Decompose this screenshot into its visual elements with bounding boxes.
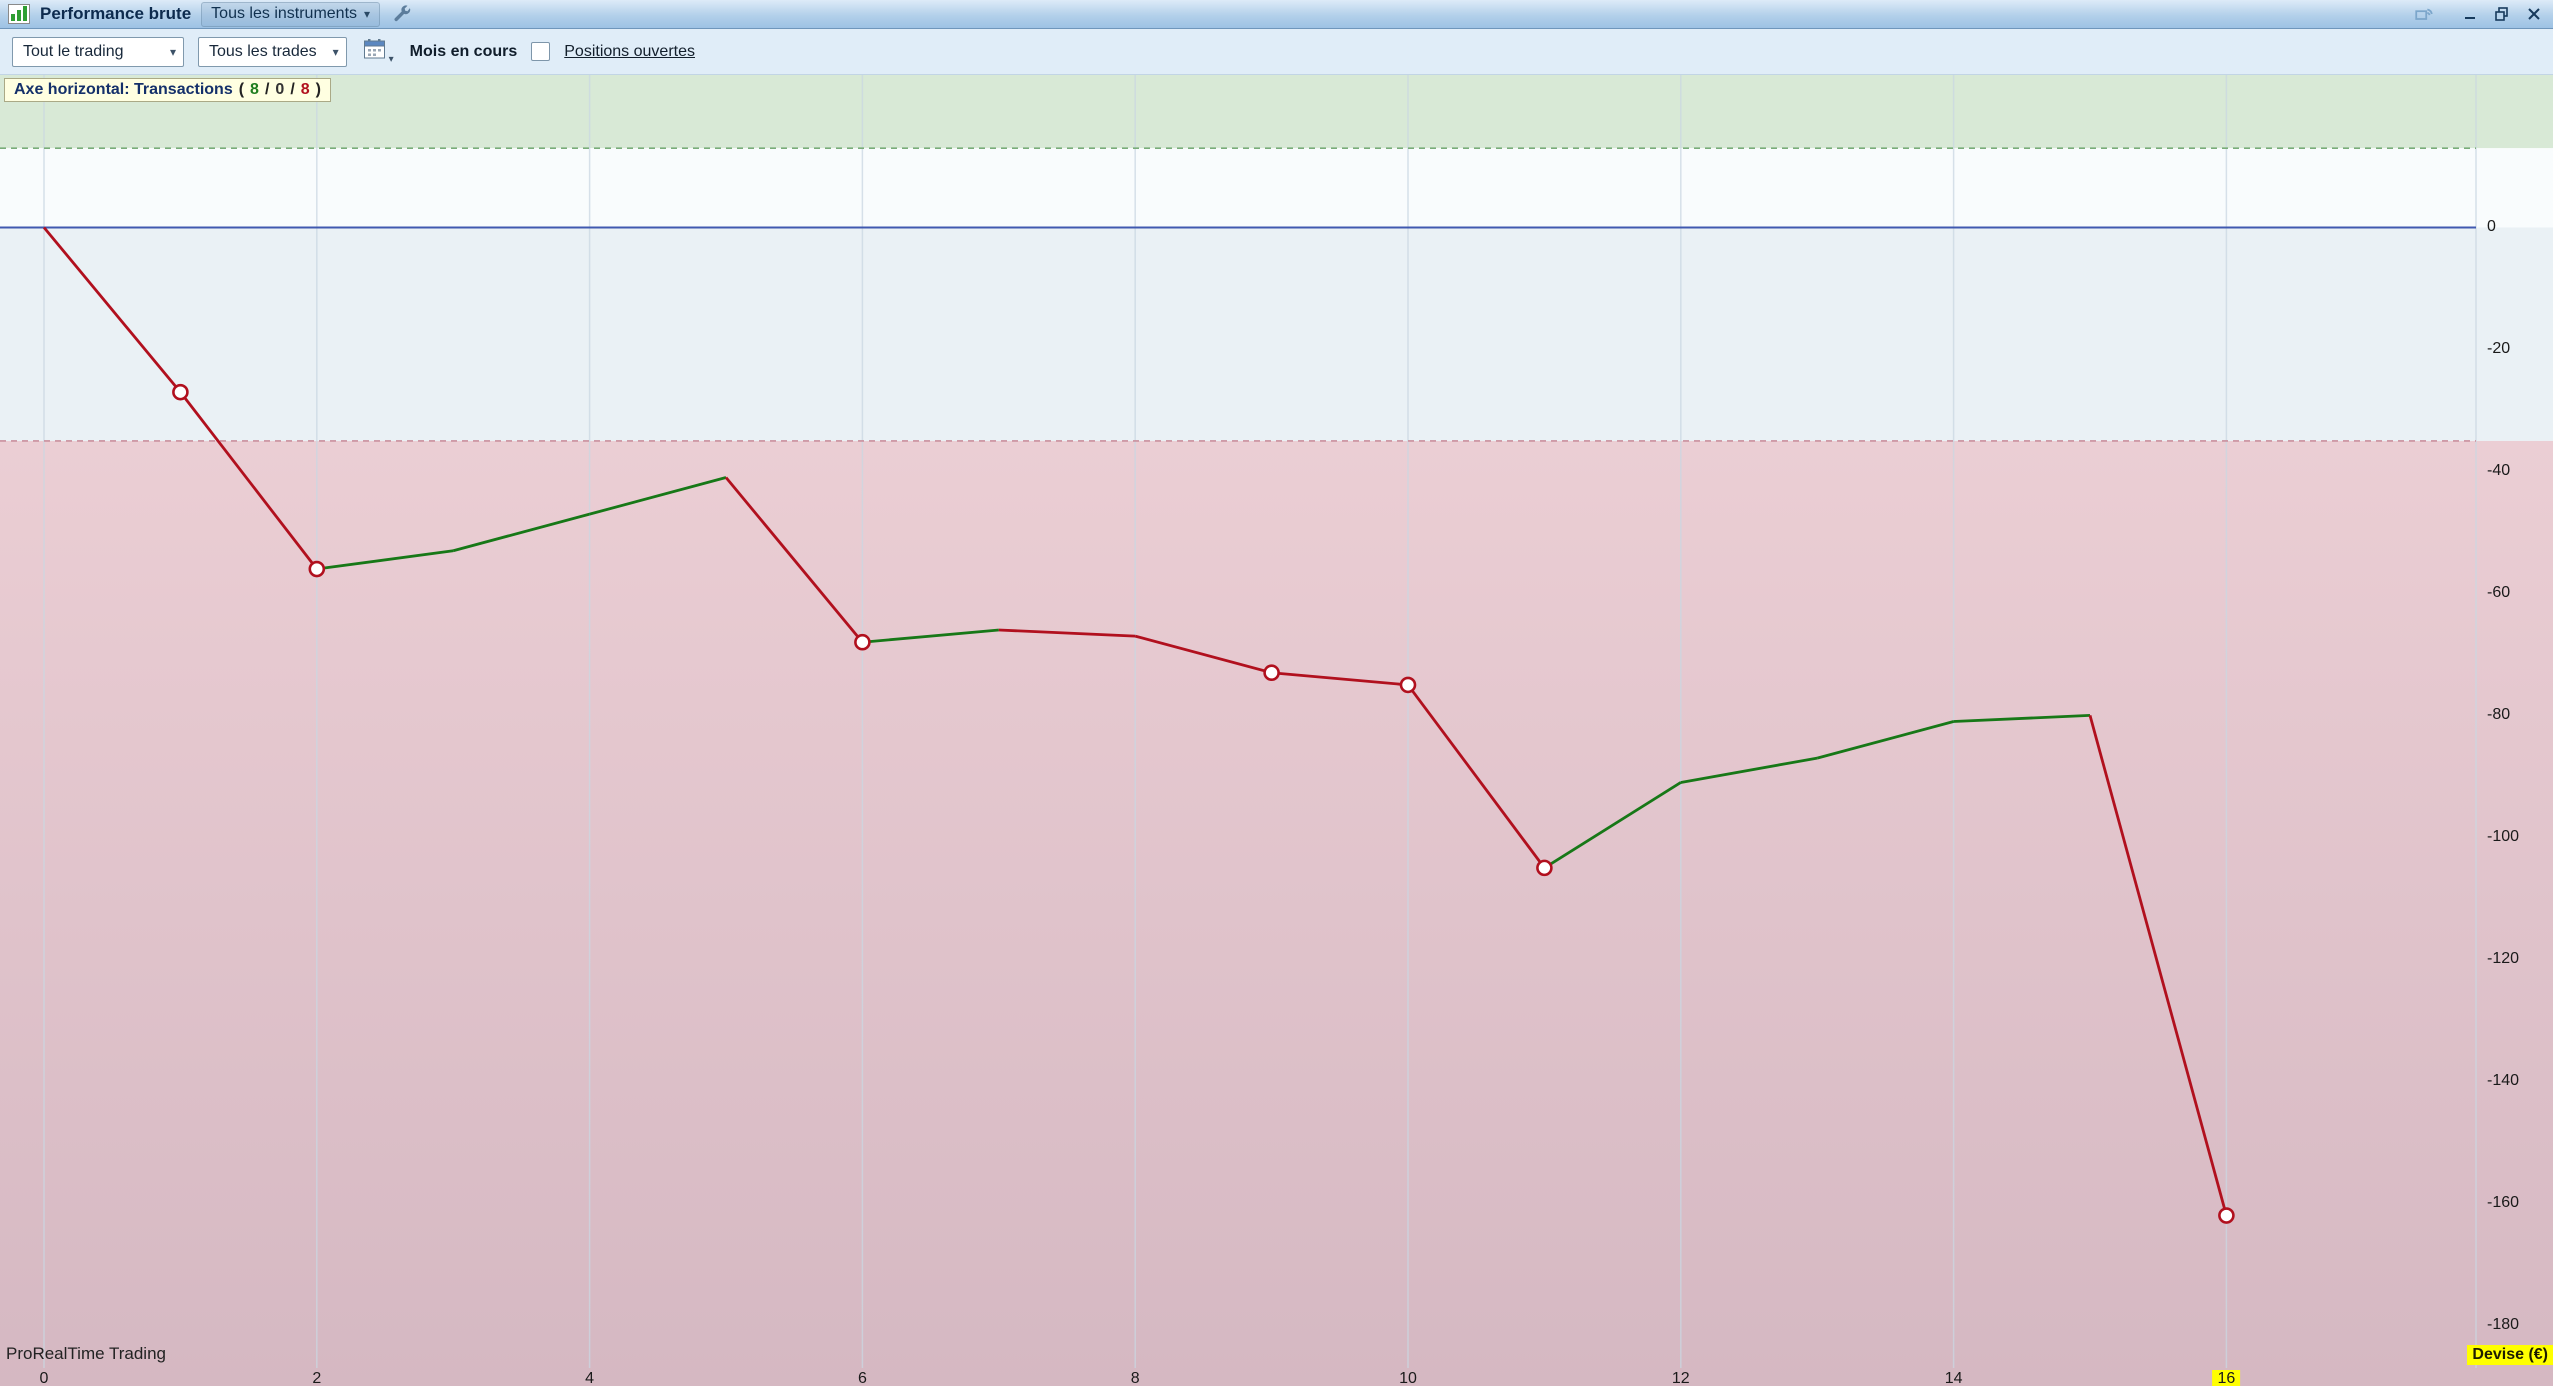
open-positions-label[interactable]: Positions ouvertes <box>564 42 695 60</box>
chart-area: Axe horizontal: Transactions ( 8 / 0 / 8… <box>0 75 2553 1386</box>
x-axis-label: 12 <box>1671 1370 1690 1386</box>
axis-note-separator: / <box>264 81 270 98</box>
x-axis-label: 0 <box>39 1370 49 1386</box>
performance-chart[interactable] <box>0 75 2553 1386</box>
period-label: Mois en cours <box>409 42 518 60</box>
share-icon[interactable] <box>2413 3 2435 25</box>
losses-count: 8 <box>300 81 310 98</box>
currency-label: Devise (€) <box>2467 1345 2553 1365</box>
axis-note-label: Axe horizontal: Transactions <box>14 81 233 98</box>
axis-note-separator: / <box>290 81 295 98</box>
x-axis-label: 14 <box>1944 1370 1963 1386</box>
title-bar: Performance brute Tous les instruments ▾ <box>0 0 2553 29</box>
x-axis-label: 8 <box>1130 1370 1140 1386</box>
trades-filter-select[interactable]: Tous les trades ▾ <box>198 36 347 67</box>
window-title: Performance brute <box>40 4 192 23</box>
calendar-button[interactable]: ▾ <box>361 36 396 67</box>
x-axis-label: 6 <box>857 1370 867 1386</box>
y-axis-label: 0 <box>2487 218 2496 236</box>
minimize-button[interactable] <box>2459 3 2481 25</box>
y-axis-label: -20 <box>2487 340 2511 358</box>
x-axis-label: 4 <box>585 1370 595 1386</box>
axis-note-open-paren: ( <box>238 81 245 98</box>
y-axis-label: -180 <box>2487 1316 2520 1334</box>
toolbar: Tout le trading ▾ Tous les trades ▾ <box>0 29 2553 75</box>
x-axis-label: 2 <box>312 1370 322 1386</box>
x-axis-label-current: 16 <box>2212 1370 2241 1386</box>
chevron-down-icon: ▾ <box>169 44 176 59</box>
wins-count: 8 <box>250 81 259 98</box>
watermark: ProRealTime Trading <box>6 1344 166 1363</box>
y-axis-label: -40 <box>2487 462 2511 480</box>
x-axis-label: 10 <box>1399 1370 1417 1386</box>
axis-note: Axe horizontal: Transactions ( 8 / 0 / 8… <box>4 78 331 102</box>
y-axis-label: -140 <box>2487 1072 2520 1090</box>
trades-filter-value: Tous les trades <box>209 42 317 60</box>
y-axis-label: -160 <box>2487 1194 2520 1212</box>
instruments-dropdown[interactable]: Tous les instruments ▾ <box>201 1 381 27</box>
chevron-down-icon: ▾ <box>332 44 339 59</box>
close-button[interactable] <box>2523 3 2545 25</box>
green-bar-chart-icon <box>8 4 30 24</box>
wrench-icon[interactable] <box>392 4 412 24</box>
open-positions-checkbox[interactable] <box>531 42 551 61</box>
axis-note-close-paren: ) <box>315 81 321 98</box>
trading-scope-value: Tout le trading <box>23 42 124 60</box>
y-axis-label: -60 <box>2487 584 2511 602</box>
instruments-dropdown-label: Tous les instruments <box>211 5 358 22</box>
maximize-button[interactable] <box>2491 3 2513 25</box>
y-axis-label: -120 <box>2487 950 2520 968</box>
calendar-icon <box>363 38 387 65</box>
trading-scope-select[interactable]: Tout le trading ▾ <box>12 36 184 67</box>
chevron-down-icon: ▾ <box>388 54 394 65</box>
neutral-count: 0 <box>275 81 285 98</box>
y-axis-label: -80 <box>2487 706 2511 724</box>
y-axis-label: -100 <box>2487 828 2520 846</box>
chevron-down-icon: ▾ <box>364 7 371 21</box>
